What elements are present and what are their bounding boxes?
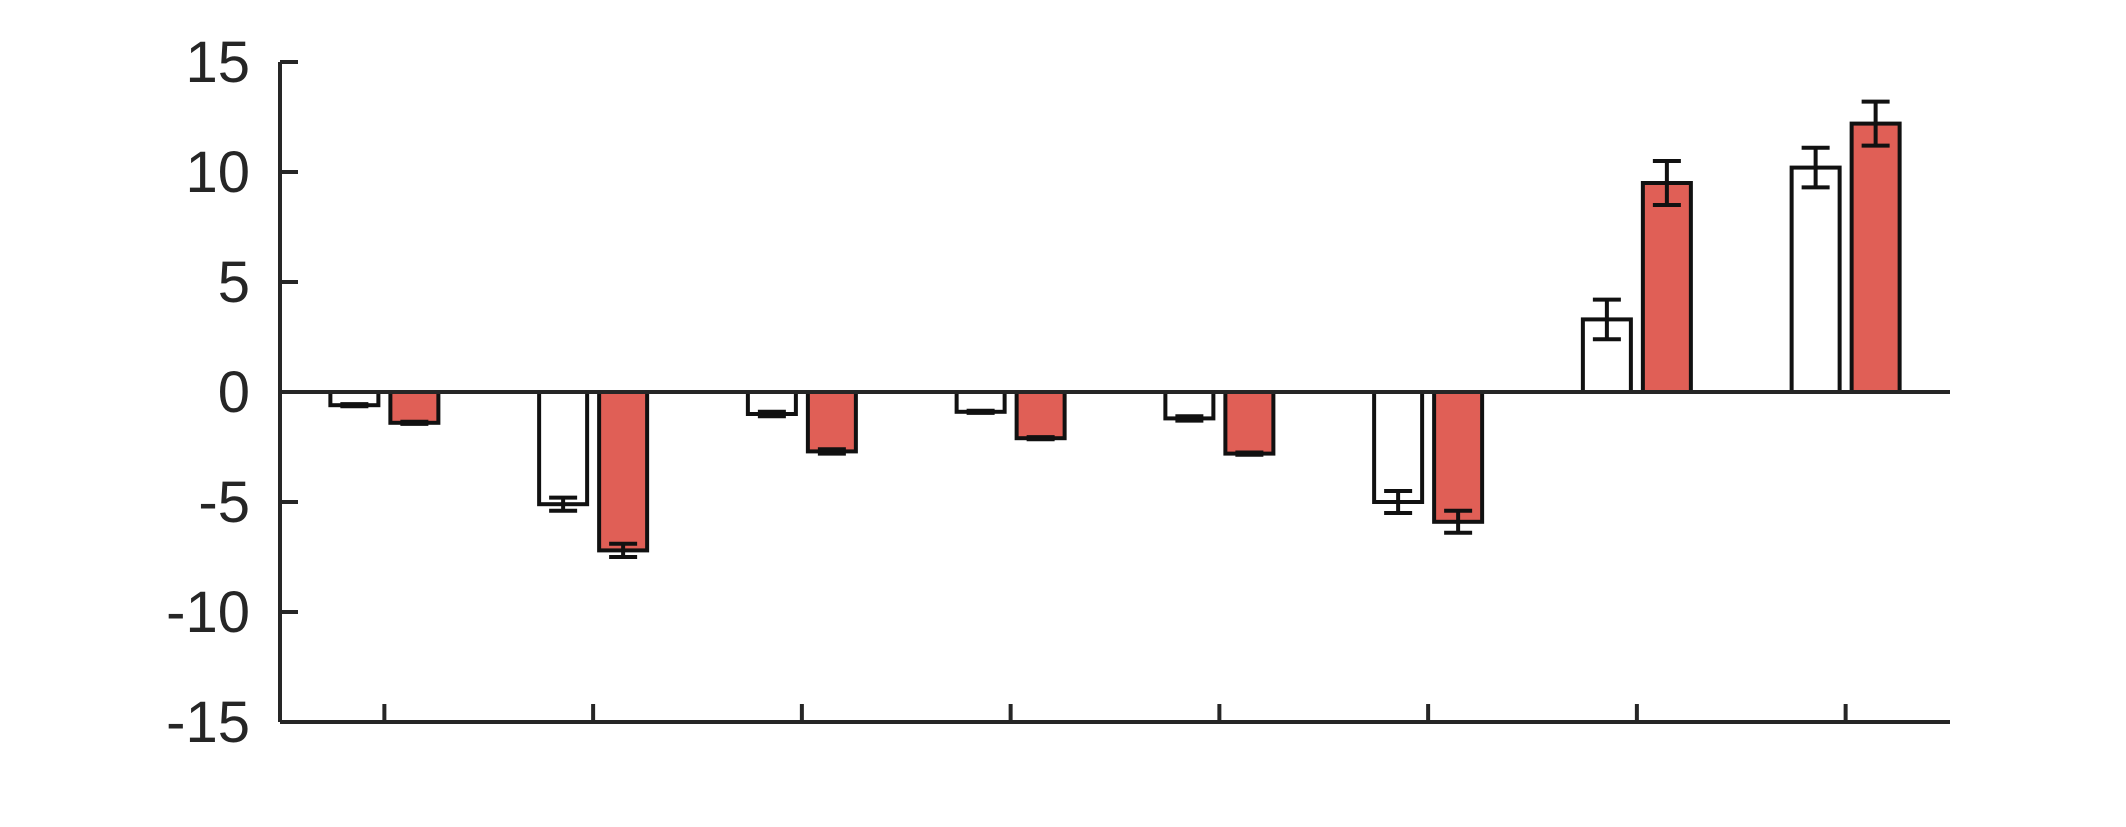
bar-series2-cat1 [388, 390, 441, 425]
bar-series1-cat8 [1789, 165, 1842, 394]
y-tick-label: 0 [218, 360, 250, 425]
bar-series1-cat2 [537, 390, 590, 507]
bar-series2-cat5 [1223, 390, 1276, 456]
y-tick-label: 15 [185, 30, 250, 95]
bar-series1-cat6 [1372, 390, 1425, 504]
bars-layer [328, 99, 1902, 559]
y-tick-label: 10 [185, 140, 250, 205]
y-tick-label: -15 [166, 690, 250, 755]
axes-layer: 15 10 5 0 -5 -10 -15 [166, 30, 1950, 755]
bar-series2-cat4 [1014, 390, 1067, 441]
bar-series2-cat7 [1640, 181, 1693, 394]
y-tick-label: 5 [218, 250, 250, 315]
bar-series2-cat8 [1849, 121, 1902, 394]
bar-series2-cat6 [1432, 390, 1485, 524]
bar-series2-cat2 [597, 390, 650, 553]
y-tick-label: -10 [166, 580, 250, 645]
y-tick-label: -5 [198, 470, 250, 535]
bar-series2-cat3 [805, 390, 858, 454]
